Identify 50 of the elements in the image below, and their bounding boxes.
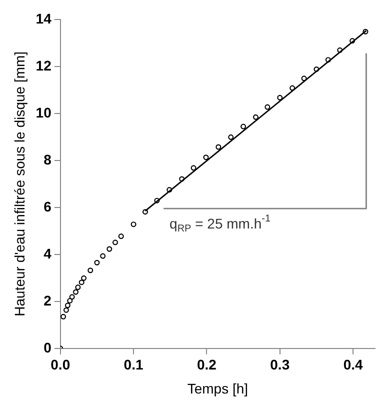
y-tick-label: 14: [36, 10, 52, 26]
x-tick-label: 0.2: [196, 356, 217, 373]
y-tick-label: 0: [44, 339, 52, 356]
point: [130, 222, 136, 228]
point: [142, 209, 148, 215]
y-tick-label: 10: [36, 104, 52, 120]
point: [264, 104, 270, 110]
point: [252, 114, 258, 120]
point: [337, 47, 343, 53]
y-tick-label: 6: [44, 198, 52, 214]
point: [325, 57, 331, 63]
point: [154, 198, 160, 204]
point: [60, 314, 66, 320]
point: [63, 307, 69, 313]
x-tick-label: 0.4: [343, 356, 363, 373]
point: [203, 154, 209, 160]
point: [277, 94, 283, 100]
point: [72, 289, 78, 295]
point: [190, 165, 196, 171]
point: [179, 176, 185, 182]
x-tick-label: 0.1: [124, 356, 144, 373]
y-axis-title: Hauteur d'eau infiltrée sous le disque [mm]: [11, 51, 28, 316]
point: [290, 85, 296, 91]
point: [228, 134, 234, 140]
point: [94, 260, 100, 266]
point: [100, 253, 106, 259]
point: [64, 302, 70, 308]
point: [314, 66, 320, 72]
y-tick-label: 2: [44, 292, 52, 308]
point: [362, 28, 368, 34]
point: [106, 246, 112, 252]
point: [350, 38, 356, 44]
point: [88, 268, 94, 274]
y-tick-label: 4: [44, 245, 52, 262]
point: [112, 240, 118, 246]
point: [216, 144, 222, 150]
point: [118, 234, 124, 240]
x-tick-label: 0.3: [270, 356, 290, 373]
point: [75, 284, 81, 290]
point: [166, 187, 172, 193]
point: [78, 280, 84, 286]
point: [301, 76, 307, 82]
x-tick-label: 0.0: [50, 356, 70, 373]
point: [69, 294, 75, 300]
point: [67, 298, 73, 304]
point: [81, 275, 87, 281]
y-tick-label: 8: [44, 151, 52, 168]
x-axis-title: Temps [h]: [187, 380, 248, 396]
y-tick-label: 12: [36, 57, 52, 74]
point: [240, 124, 246, 130]
